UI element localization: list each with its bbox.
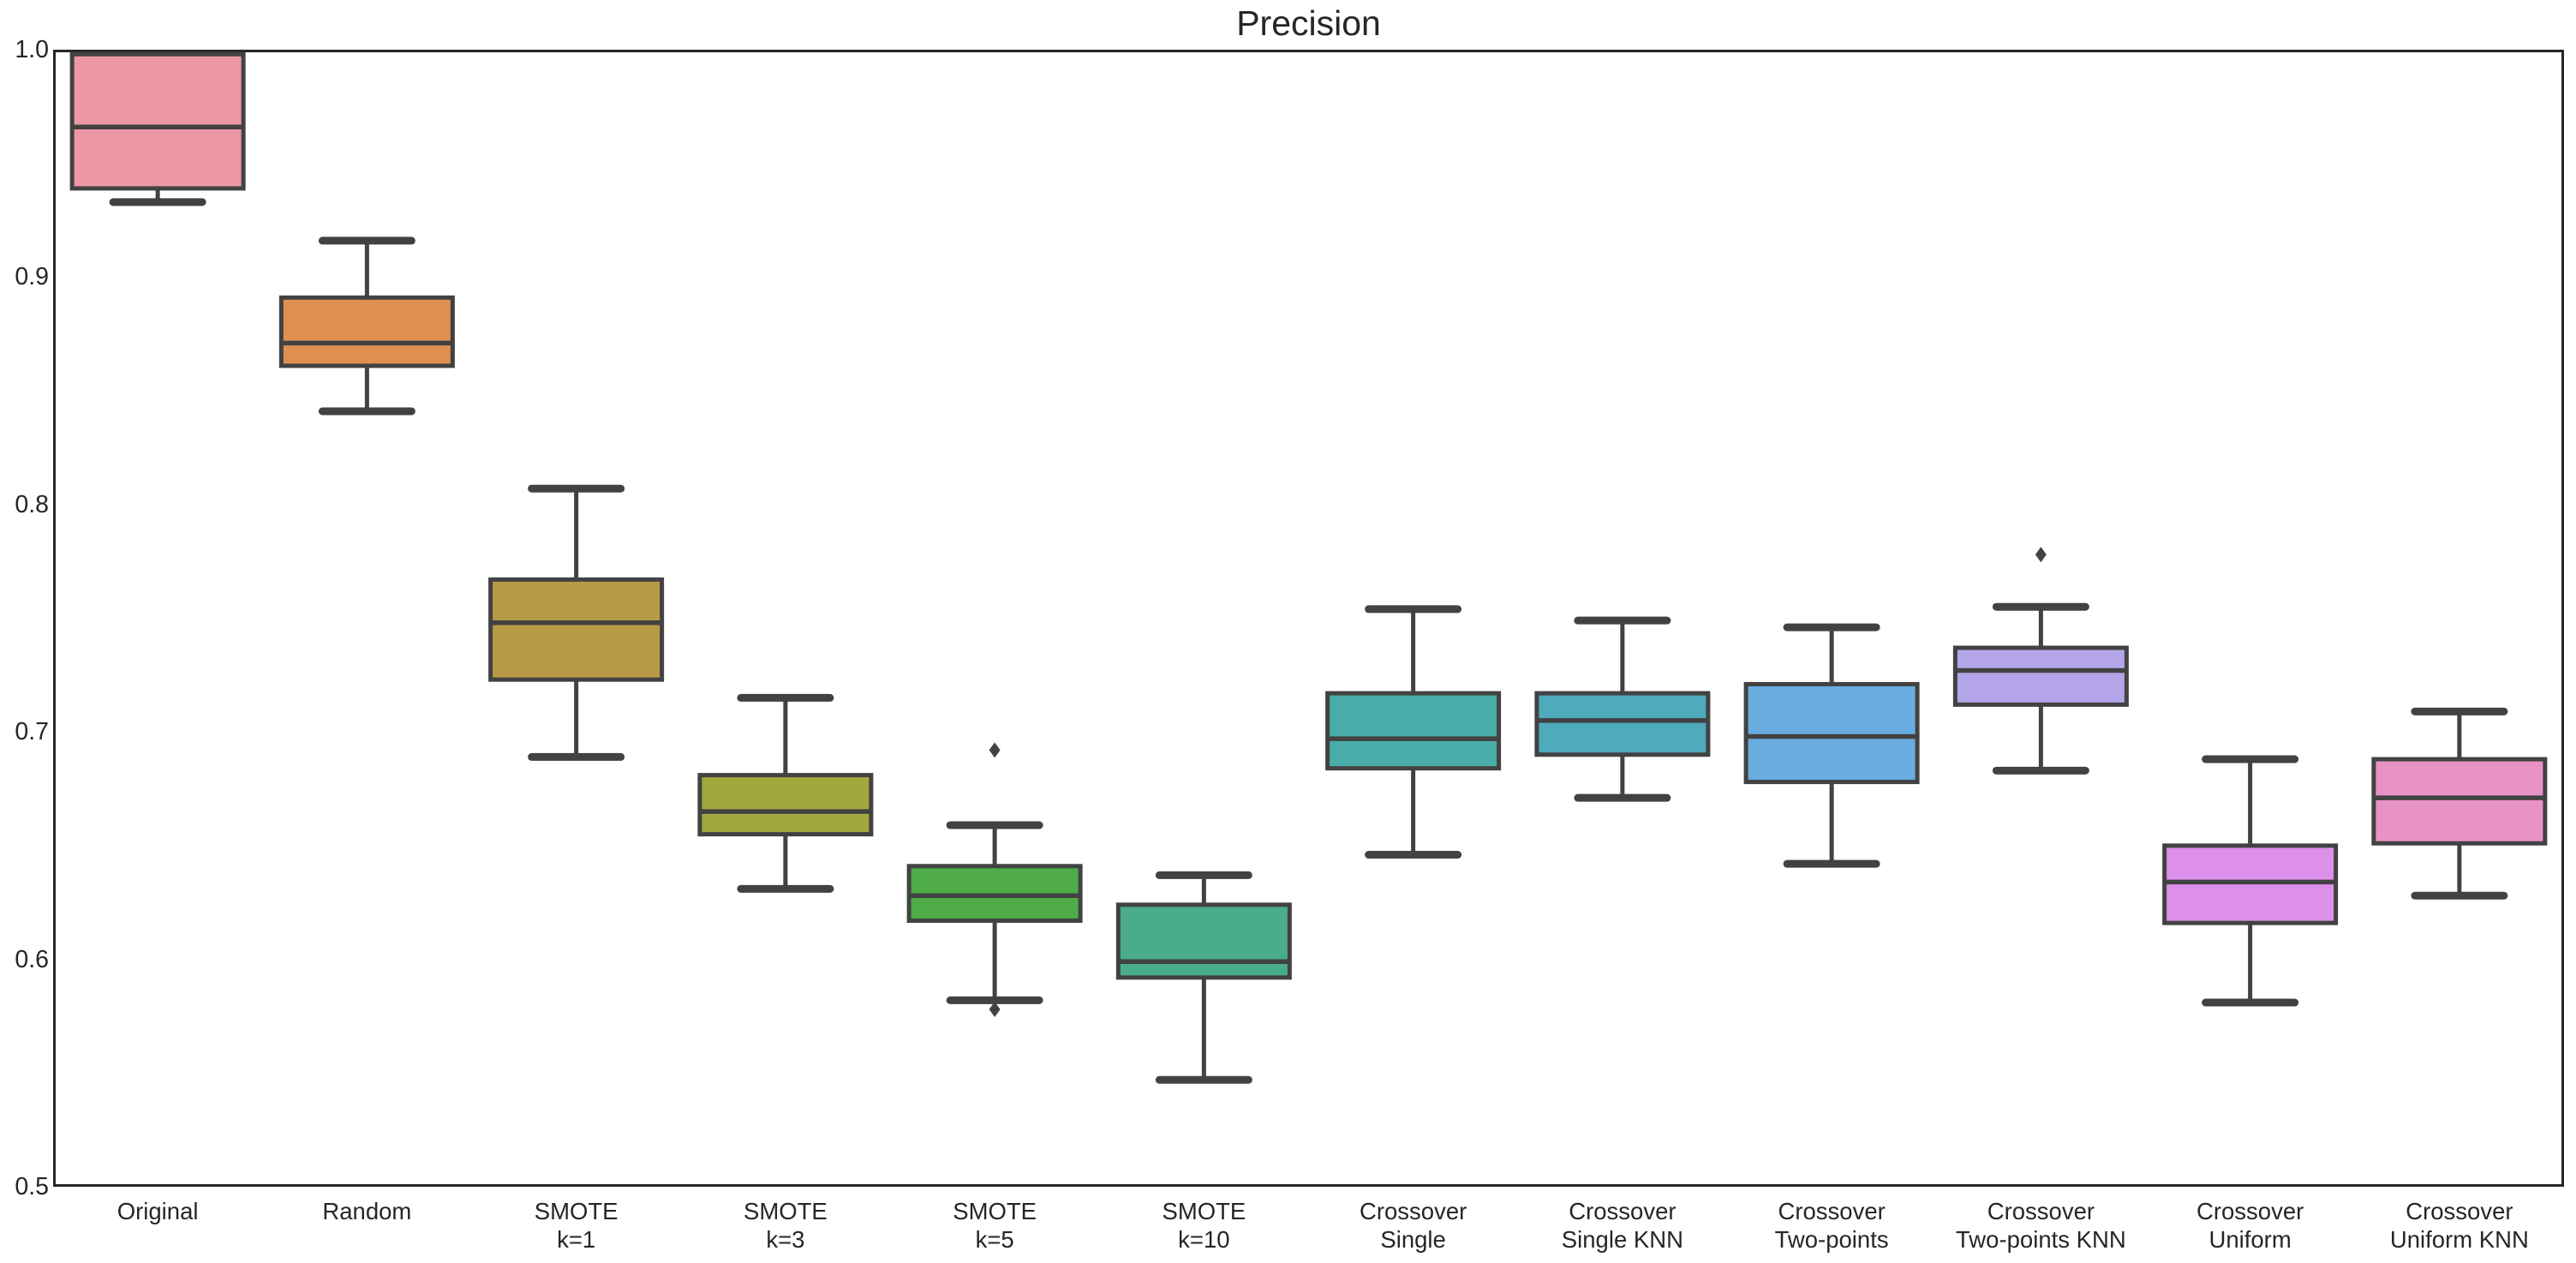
y-tick-label: 0.7: [15, 718, 49, 746]
outlier-marker: [989, 1001, 1001, 1017]
x-tick-label: Crossover Single: [1359, 1198, 1467, 1253]
x-tick-label: Crossover Two-points: [1774, 1198, 1889, 1253]
y-tick-label: 0.8: [15, 490, 49, 518]
x-tick-label: Crossover Single KNN: [1561, 1198, 1683, 1253]
x-tick-label: Crossover Uniform: [2196, 1198, 2304, 1253]
x-tick-label: Crossover Two-points KNN: [1956, 1198, 2126, 1253]
x-tick-label: Original: [117, 1198, 199, 1224]
outlier-marker: [2035, 547, 2047, 563]
x-tick-label: Crossover Uniform KNN: [2389, 1198, 2529, 1253]
box-rect: [1952, 645, 2129, 707]
x-tick-label: SMOTE k=10: [1162, 1198, 1246, 1253]
box-rect: [2371, 757, 2548, 846]
x-tick-label: Random: [322, 1198, 412, 1224]
x-tick-label: SMOTE k=1: [534, 1198, 619, 1253]
outlier-marker: [989, 742, 1001, 758]
box-rect: [1534, 691, 1711, 757]
x-tick-label: SMOTE k=5: [953, 1198, 1037, 1253]
boxplot-canvas: [53, 50, 2564, 1187]
box-rect: [1115, 902, 1292, 980]
plot-area: [53, 50, 2564, 1187]
box-rect: [697, 773, 874, 837]
y-tick-label: 0.6: [15, 945, 49, 973]
y-tick-label: 0.9: [15, 263, 49, 291]
box-rect: [278, 295, 455, 368]
box-rect: [1743, 681, 1920, 785]
y-tick-label: 1.0: [15, 36, 49, 63]
y-tick-label: 0.5: [15, 1173, 49, 1200]
x-tick-label: SMOTE k=3: [743, 1198, 828, 1253]
box-rect: [1325, 691, 1502, 771]
chart-title: Precision: [1236, 3, 1381, 43]
plot-frame: [53, 50, 2564, 1187]
box-rect: [488, 577, 665, 682]
box-rect: [69, 51, 246, 191]
